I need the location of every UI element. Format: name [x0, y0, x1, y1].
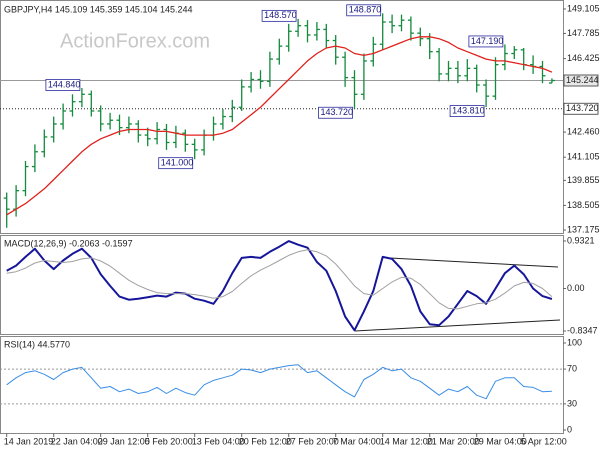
- x-tick-label: 29 Jan 12:00: [98, 436, 150, 446]
- signal-line: [6, 249, 553, 310]
- y-tick-label: 149.105: [567, 3, 600, 13]
- trend-line: [354, 319, 561, 332]
- trend-line: [389, 257, 559, 268]
- x-tick-label: 29 Mar 04:00: [474, 436, 527, 446]
- annotation-label: 147.190: [471, 36, 504, 46]
- price-label-box: [563, 74, 599, 87]
- annotation-box: [158, 157, 194, 170]
- panel-title: RSI(14) 44.5770: [4, 339, 70, 349]
- annotation-box: [449, 105, 485, 117]
- x-tick-label: 5 Apr 12:00: [521, 436, 567, 446]
- annotation-box: [261, 9, 297, 22]
- x-tick-label: 20 Feb 12:00: [239, 436, 292, 446]
- price-label: 145.244: [566, 75, 599, 85]
- macd-line: [6, 240, 553, 332]
- x-tick-label: 5 Feb 20:00: [145, 436, 193, 446]
- macd-frame: [0, 235, 564, 335]
- watermark: ActionForex.com: [60, 30, 210, 52]
- annotation-box: [346, 4, 382, 17]
- annotation-label: 144.840: [48, 79, 81, 89]
- x-tick-label: 14 Jan 2019: [4, 436, 54, 446]
- y-tick-label: 146.425: [567, 53, 600, 63]
- y-tick-label: 139.855: [567, 175, 600, 185]
- panel-title: GBPJPY,H4 145.109 145.359 145.104 145.24…: [4, 4, 193, 14]
- x-tick-label: 27 Feb 20:00: [286, 436, 339, 446]
- y-tick-label: 141.105: [567, 152, 600, 162]
- y-tick-label: 100: [567, 337, 582, 347]
- panel-title: MACD(12,26,9) -0.2063 -0.1597: [4, 238, 133, 248]
- y-tick-label: 0: [567, 424, 572, 434]
- x-tick-label: 22 Jan 04:00: [51, 436, 103, 446]
- y-tick-label: 137.175: [567, 224, 600, 234]
- annotation-label: 141.000: [161, 158, 194, 168]
- y-tick-label: 147.785: [567, 28, 600, 38]
- annotation-label: 143.720: [321, 107, 354, 117]
- annotation-label: 148.870: [349, 5, 382, 15]
- y-tick-label: 142.460: [567, 126, 600, 136]
- x-tick-label: 14 Mar 12:00: [380, 436, 433, 446]
- y-tick-label: 0.00: [567, 283, 585, 293]
- x-tick-label: 13 Feb 04:00: [192, 436, 245, 446]
- rsi-frame: [0, 336, 564, 434]
- moving-average: [6, 36, 553, 216]
- price-frame: [0, 0, 564, 234]
- rsi-line: [6, 364, 552, 400]
- y-tick-label: 138.505: [567, 200, 600, 210]
- y-tick-label: 30: [567, 398, 577, 408]
- annotation-label: 148.570: [264, 10, 297, 20]
- y-tick-label: -0.8347: [567, 325, 598, 335]
- annotation-box: [468, 35, 504, 48]
- y-tick-label: 0.9321: [567, 235, 595, 245]
- annotation-label: 143.810: [452, 105, 485, 115]
- price-label-box: [563, 102, 599, 115]
- x-tick-label: 21 Mar 20:00: [427, 436, 480, 446]
- y-tick-label: 70: [567, 363, 577, 373]
- annotation-box: [318, 106, 353, 119]
- price-label: 143.720: [566, 103, 599, 113]
- annotation-box: [45, 79, 81, 91]
- x-tick-label: 7 Mar 04:00: [333, 436, 381, 446]
